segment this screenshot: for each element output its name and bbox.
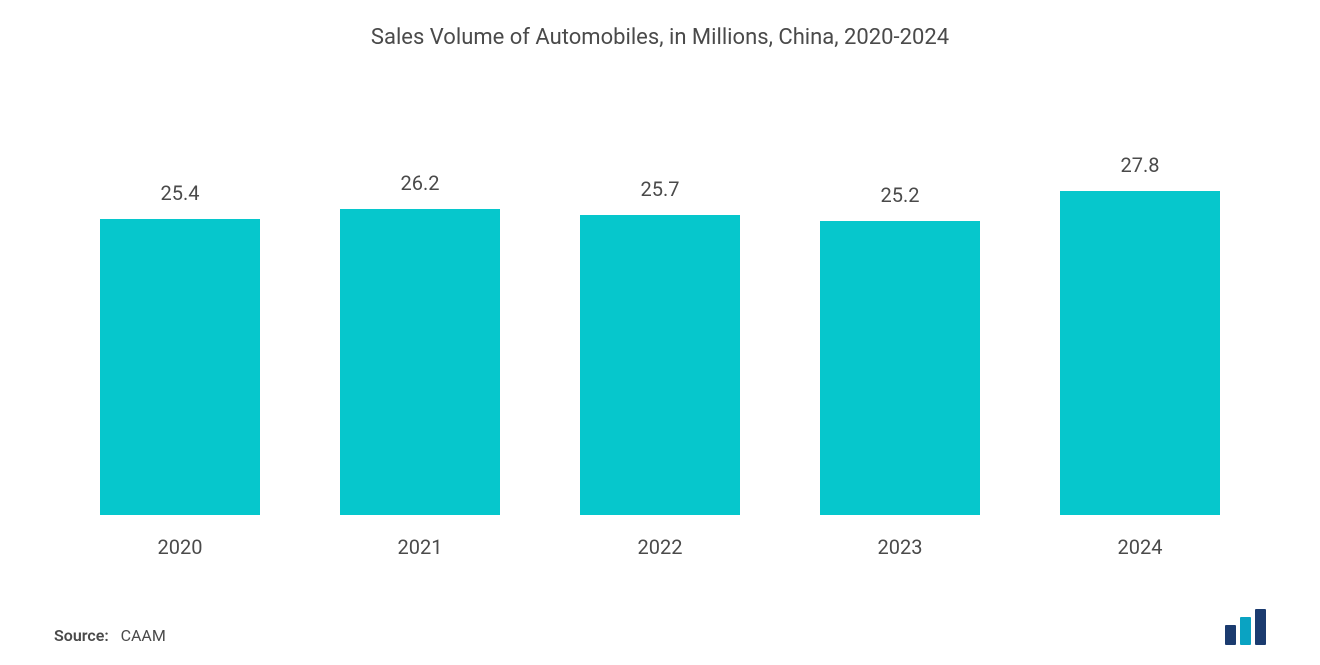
bar-group: 25.2 <box>820 183 980 515</box>
source-citation: Source: CAAM <box>54 626 166 645</box>
bar <box>100 219 260 515</box>
x-axis-label: 2024 <box>1060 535 1220 559</box>
chart-container: Sales Volume of Automobiles, in Millions… <box>0 0 1320 665</box>
chart-title: Sales Volume of Automobiles, in Millions… <box>50 25 1270 50</box>
bar-group: 25.4 <box>100 181 260 515</box>
bar-value-label: 26.2 <box>401 171 440 195</box>
bar <box>580 215 740 515</box>
brand-logo-icon <box>1225 609 1266 645</box>
logo-bar-1 <box>1225 625 1236 645</box>
x-axis-label: 2020 <box>100 535 260 559</box>
logo-bar-3 <box>1255 609 1266 645</box>
x-axis-label: 2023 <box>820 535 980 559</box>
bar <box>820 221 980 515</box>
source-value: CAAM <box>121 626 166 645</box>
bar-group: 26.2 <box>340 171 500 515</box>
bar-group: 25.7 <box>580 177 740 515</box>
x-axis: 2020 2021 2022 2023 2024 <box>50 525 1270 559</box>
bar <box>1060 191 1220 515</box>
bar-value-label: 25.4 <box>161 181 200 205</box>
chart-footer: Source: CAAM <box>50 609 1270 645</box>
bar-group: 27.8 <box>1060 153 1220 515</box>
bar <box>340 209 500 515</box>
bar-value-label: 27.8 <box>1121 153 1160 177</box>
plot-area: 25.4 26.2 25.7 25.2 27.8 <box>50 100 1270 515</box>
bar-value-label: 25.2 <box>881 183 920 207</box>
x-axis-label: 2021 <box>340 535 500 559</box>
bar-value-label: 25.7 <box>641 177 680 201</box>
logo-bar-2 <box>1240 617 1251 645</box>
x-axis-label: 2022 <box>580 535 740 559</box>
source-label: Source: <box>54 626 109 645</box>
